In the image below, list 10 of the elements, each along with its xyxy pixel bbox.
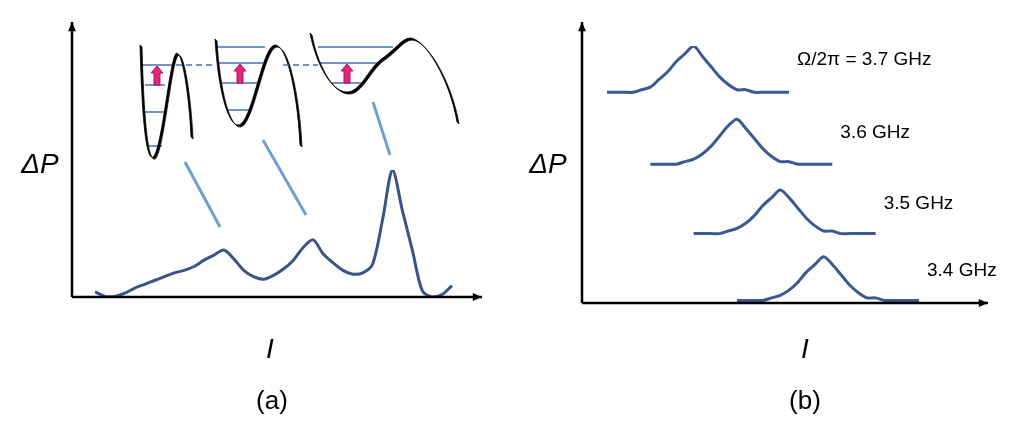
y-axis-title: ΔP (20, 147, 60, 179)
text: (a) (256, 385, 288, 416)
x-axis-title: I (801, 332, 810, 364)
text: (b) (789, 385, 821, 416)
y-axis-title: ΔP (528, 147, 568, 179)
series-label: 3.5 GHz (883, 192, 954, 214)
series-label: 3.4 GHz (927, 258, 997, 280)
series-label: 3.6 GHz (840, 121, 911, 143)
series-label: Ω/2π = 3.7 GHz (797, 48, 932, 70)
x-axis-title: I (266, 332, 275, 364)
